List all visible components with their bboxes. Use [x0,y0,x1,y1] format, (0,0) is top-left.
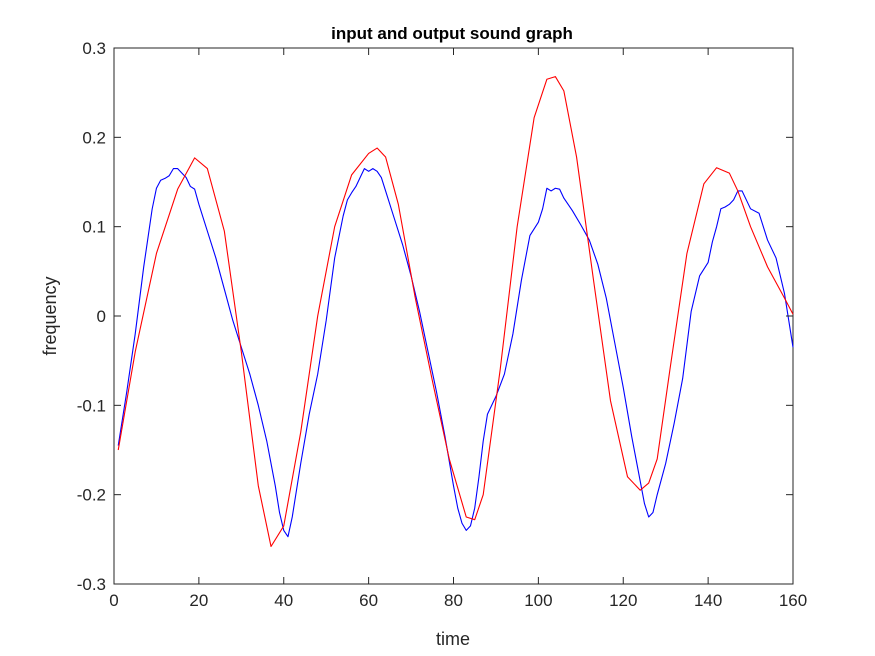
y-tick-label: -0.1 [77,396,106,415]
y-tick-label: 0.1 [82,218,106,237]
x-tick-label: 80 [444,591,463,610]
series-line-blue [117,168,794,538]
x-axis: 0 20 40 60 80 100 120 140 160 [109,48,807,610]
x-tick-label: 60 [359,591,378,610]
y-tick-label: 0 [97,307,106,326]
chart-title: input and output sound graph [331,24,573,43]
series-line-red [117,76,794,548]
y-axis-label: frequency [40,276,60,355]
y-tick-label: 0.2 [82,128,106,147]
y-tick-label: -0.2 [77,486,106,505]
x-tick-label: 20 [189,591,208,610]
x-tick-label: 100 [524,591,552,610]
x-tick-label: 160 [779,591,807,610]
x-tick-label: 140 [694,591,722,610]
series-group [117,76,794,548]
x-axis-label: time [436,629,470,649]
x-tick-label: 40 [274,591,293,610]
x-tick-label: 0 [109,591,118,610]
x-tick-label: 120 [609,591,637,610]
y-tick-label: -0.3 [77,575,106,594]
y-tick-label: 0.3 [82,39,106,58]
y-axis: -0.3 -0.2 -0.1 0 0.1 0.2 0.3 [77,39,793,594]
